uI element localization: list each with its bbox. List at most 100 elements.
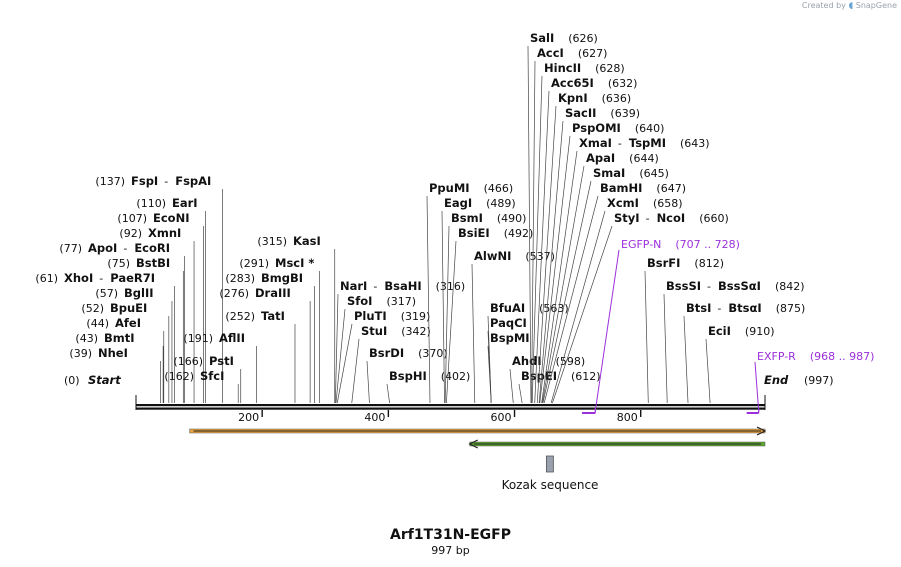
- site-leader-line: [335, 293, 339, 404]
- site-smai[interactable]: SmaI (645): [542, 166, 669, 404]
- site-enzyme-name: BsiEI: [458, 226, 490, 240]
- site-hincii[interactable]: HincII (628): [531, 61, 625, 404]
- site-bsmi[interactable]: BsmI (490): [444, 211, 526, 404]
- site-enzyme-name: TatI: [261, 309, 285, 323]
- site-leader-line: [366, 360, 370, 404]
- site-bsssi[interactable]: BssSI - BssSαI (842): [663, 279, 805, 404]
- primers[interactable]: EGFP-N (707 .. 728) EXFP-R (968 .. 987): [582, 238, 875, 414]
- site-sali[interactable]: SalI (626): [527, 31, 598, 404]
- site-position: (291): [239, 257, 269, 270]
- primer-name: EGFP-N: [621, 238, 661, 251]
- site-bmgbi[interactable]: (283) BmgBI: [225, 271, 315, 403]
- site-aflii[interactable]: (191) AflII: [183, 331, 257, 403]
- site-xmai[interactable]: XmaI - TspMI (643): [541, 136, 710, 404]
- site-bsrfi[interactable]: BsrFI (812): [644, 256, 724, 404]
- site-bmti[interactable]: (43) BmtI: [75, 331, 164, 403]
- feature-arrowhead: [756, 426, 767, 436]
- site-leader-line: [518, 383, 523, 404]
- site-ppumi[interactable]: PpuMI (466): [426, 181, 513, 404]
- site-enzyme-name: MscI *: [275, 256, 314, 270]
- start-position: (0): [64, 374, 80, 387]
- site-bpuei[interactable]: (52) BpuEI: [81, 301, 170, 403]
- site-sfoi[interactable]: SfoI (317): [335, 294, 416, 404]
- site-kasi[interactable]: (315) KasI: [257, 234, 336, 403]
- site-leader-line: [444, 225, 450, 404]
- site-eagi[interactable]: EagI (489): [441, 196, 516, 404]
- site-afei[interactable]: (44) AfeI: [86, 316, 165, 403]
- site-apoi[interactable]: (77) ApoI - EcoRI: [59, 241, 185, 403]
- site-leader-line: [644, 270, 649, 404]
- site-position: (137): [95, 175, 125, 188]
- site-position: (77): [59, 242, 82, 255]
- site-separator: -: [123, 242, 127, 255]
- site-bamhi[interactable]: BamHI (647): [543, 181, 686, 404]
- site-apai[interactable]: ApaI (644): [541, 151, 659, 404]
- site-acc65i[interactable]: Acc65I (632): [534, 76, 638, 404]
- site-eari[interactable]: (110) EarI: [136, 196, 206, 403]
- site-ahdi[interactable]: AhdI (598): [509, 354, 585, 404]
- site-position: (252): [225, 310, 255, 323]
- site-leader-line: [663, 293, 668, 404]
- site-position: (319): [401, 310, 431, 323]
- site-btsi[interactable]: BtsI - BtsαI (875): [683, 301, 806, 404]
- site-msci[interactable]: (291) MscI *: [239, 256, 320, 403]
- site-nhei[interactable]: (39) NheI: [69, 346, 161, 403]
- site-position: (660): [699, 212, 729, 225]
- site-sfci[interactable]: (162) SfcI: [164, 369, 239, 403]
- site-xcmi[interactable]: XcmI (658): [550, 196, 683, 404]
- site-position: (317): [386, 295, 416, 308]
- site-enzyme-name: SfoI: [347, 294, 372, 308]
- site-pluti[interactable]: PluTI (319): [336, 309, 431, 404]
- site-bglii[interactable]: (57) BglII: [95, 286, 173, 403]
- site-fspi[interactable]: (137) FspI - FspAI: [95, 174, 223, 403]
- site-psti[interactable]: (166) PstI: [173, 354, 242, 403]
- site-xhoi[interactable]: (61) XhoI - PaeR7I: [35, 271, 175, 403]
- site-sacii[interactable]: SacII (639): [538, 106, 640, 404]
- site-position: (875): [776, 302, 806, 315]
- site-bstbi[interactable]: (75) BstBI: [107, 256, 184, 403]
- end-label: End: [764, 373, 789, 387]
- kozak-feature[interactable]: [545, 455, 554, 473]
- features[interactable]: [189, 426, 767, 449]
- site-enzyme-name: BfuAI: [490, 301, 525, 315]
- site-position: (39): [69, 347, 92, 360]
- site-enzyme-name: PluTI: [354, 309, 387, 323]
- primer-egfp-n[interactable]: EGFP-N (707 .. 728): [582, 238, 740, 414]
- site-position: (370): [418, 347, 448, 360]
- site-enzyme-name: StuI: [361, 324, 387, 338]
- site-enzyme-name: KpnI: [558, 91, 588, 105]
- site-separator: -: [164, 175, 168, 188]
- site-econi[interactable]: (107) EcoNI: [117, 211, 204, 403]
- site-leader-line: [542, 180, 592, 404]
- site-position: (658): [653, 197, 683, 210]
- site-enzyme-name: ApaI: [586, 151, 615, 165]
- site-leader-line: [538, 120, 564, 404]
- site-tati[interactable]: (252) TatI: [225, 309, 296, 403]
- site-acci[interactable]: AccI (627): [531, 46, 608, 404]
- site-enzyme-name: SmaI: [593, 166, 625, 180]
- site-enzyme-isoschizomer: BssSαI: [718, 279, 761, 293]
- site-bsrdi[interactable]: BsrDI (370): [366, 346, 448, 404]
- kozak-sequence-marker[interactable]: [545, 455, 554, 473]
- site-xmni[interactable]: (92) XmnI: [119, 226, 195, 403]
- primer-exfp-r[interactable]: EXFP-R (968 .. 987): [746, 350, 875, 414]
- site-draiii[interactable]: (276) DraIII: [219, 286, 311, 403]
- primer-leader-line: [754, 361, 760, 412]
- site-position: (166): [173, 355, 203, 368]
- site-styi[interactable]: StyI - NcoI (660): [552, 211, 729, 404]
- site-nari[interactable]: NarI - BsaHI (316): [335, 279, 465, 404]
- green-feature-arrow[interactable]: [468, 439, 766, 449]
- site-pspomi[interactable]: PspOMI (640): [539, 121, 665, 404]
- orange-feature-arrow[interactable]: [189, 426, 767, 436]
- site-leader-line: [386, 383, 390, 404]
- site-bsiei[interactable]: BsiEI (492): [446, 226, 533, 404]
- site-enzyme-isoschizomer: BtsαI: [728, 301, 761, 315]
- site-ecii[interactable]: EciI (910): [705, 324, 775, 404]
- site-leader-line: [534, 90, 550, 404]
- site-bsphi[interactable]: BspHI (402): [386, 369, 470, 404]
- site-leader-line: [705, 338, 711, 404]
- site-stui[interactable]: StuI (342): [351, 324, 431, 404]
- site-kpni[interactable]: KpnI (636): [536, 91, 631, 404]
- site-bspmi[interactable]: BspMI: [487, 331, 530, 404]
